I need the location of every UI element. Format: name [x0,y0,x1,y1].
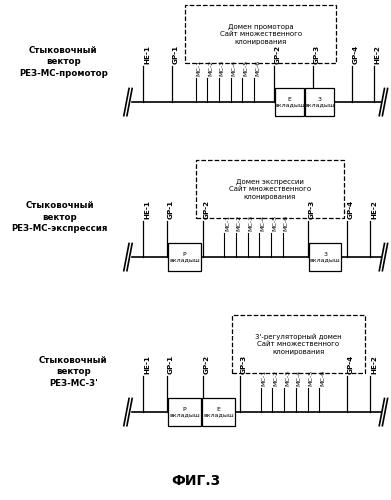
Text: ФИГ.3: ФИГ.3 [171,474,220,488]
Text: Стыковочный
вектор
РЕЗ-МС-промотор: Стыковочный вектор РЕЗ-МС-промотор [19,46,108,78]
Bar [202,398,235,426]
Text: Е
вкладыш: Е вкладыш [274,96,305,108]
Text: Домен промотора
Сайт множественного
клонирования: Домен промотора Сайт множественного клон… [220,24,302,44]
Bar [185,6,336,63]
Text: GP-4: GP-4 [348,354,353,374]
Text: МС-5: МС-5 [308,370,313,386]
Text: GP-1: GP-1 [168,200,174,218]
Bar [305,88,334,117]
Text: МС-5: МС-5 [243,60,248,76]
Text: GP-2: GP-2 [204,200,210,218]
Text: МС-3: МС-3 [248,214,253,230]
Text: Е
вкладыш: Е вкладыш [203,406,233,418]
Bar [275,88,304,117]
Text: Домен экспрессии
Сайт множественного
клонирования: Домен экспрессии Сайт множественного кло… [229,178,311,200]
Text: GP-1: GP-1 [168,354,174,374]
Text: МС-3: МС-3 [220,60,225,76]
Text: НЕ-1: НЕ-1 [144,44,150,64]
Text: МС-5: МС-5 [272,214,277,230]
Text: Р
вкладыш: Р вкладыш [169,406,200,418]
Text: МС-6: МС-6 [320,370,325,386]
Text: НЕ-1: НЕ-1 [144,354,150,374]
Bar [196,160,344,218]
Text: НЕ-1: НЕ-1 [144,200,150,218]
Text: МС-6: МС-6 [255,60,260,76]
Text: НЕ-2: НЕ-2 [371,200,377,218]
Text: GP-3: GP-3 [308,200,314,218]
Text: Р
вкладыш: Р вкладыш [169,252,200,262]
Bar [168,242,201,272]
Text: МС-4: МС-4 [297,370,301,386]
Text: МС-4: МС-4 [231,60,237,76]
Bar [168,398,201,426]
Bar [232,316,365,373]
Text: МС-1: МС-1 [262,370,266,386]
Text: GP-2: GP-2 [274,44,280,64]
Text: 3'-регуляторный домен
Сайт множественного
клонирования: 3'-регуляторный домен Сайт множественног… [255,334,342,355]
Text: НЕ-2: НЕ-2 [375,44,381,64]
Text: GP-4: GP-4 [353,44,359,64]
Text: МС-2: МС-2 [237,214,242,230]
Text: МС-4: МС-4 [260,214,265,230]
Text: МС-1: МС-1 [225,214,230,230]
Text: 3
вкладыш: 3 вкладыш [310,252,341,262]
Text: Стыковочный
вектор
РЕЗ-МС-3': Стыковочный вектор РЕЗ-МС-3' [39,356,108,388]
Text: GP-2: GP-2 [204,354,210,374]
Text: GP-4: GP-4 [348,200,353,218]
Text: МС-2: МС-2 [208,60,213,76]
Text: МС-6: МС-6 [283,214,289,230]
Text: GP-1: GP-1 [173,44,179,64]
Bar [309,242,341,272]
Text: GP-3: GP-3 [240,354,247,374]
Text: НЕ-2: НЕ-2 [371,354,377,374]
Text: Стыковочный
вектор
РЕЗ-МС-экспрессия: Стыковочный вектор РЕЗ-МС-экспрессия [11,200,108,234]
Text: МС-2: МС-2 [273,370,278,386]
Text: МС-1: МС-1 [196,60,201,76]
Text: МС-3: МС-3 [285,370,290,386]
Text: 3
вкладыш: 3 вкладыш [304,96,335,108]
Text: GP-3: GP-3 [314,44,319,64]
